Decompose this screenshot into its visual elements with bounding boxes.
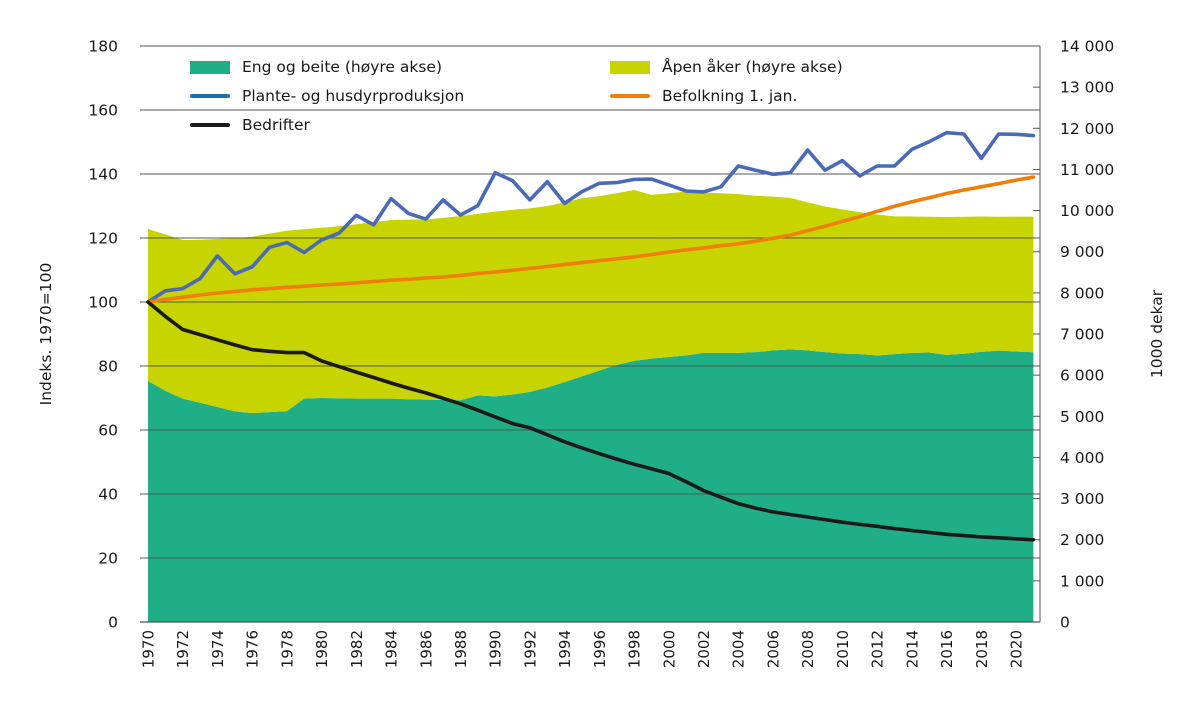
x-tick-label: 2008	[799, 630, 817, 668]
legend-swatch-yellow	[610, 60, 650, 74]
y-right-tick-label: 6 000	[1060, 367, 1104, 385]
x-tick-label: 1994	[556, 630, 574, 668]
x-tick-label: 2006	[764, 630, 782, 668]
legend-swatch-orange	[610, 94, 650, 98]
y-right-tick-label: 13 000	[1060, 79, 1114, 97]
x-tick-label: 1986	[417, 630, 435, 668]
y-right-tick-label: 12 000	[1060, 120, 1114, 138]
y-right-tick-label: 8 000	[1060, 284, 1104, 302]
x-tick-label: 1978	[278, 630, 296, 668]
legend-label: Befolkning 1. jan.	[662, 87, 798, 105]
line-bedrifter	[146, 300, 1036, 542]
x-tick-label: 2010	[834, 630, 852, 668]
legend-label: Åpen åker (høyre akse)	[662, 58, 843, 76]
y-right-tick-label: 9 000	[1060, 243, 1104, 261]
x-tick-label: 2000	[660, 630, 678, 668]
y-right-tick-label: 5 000	[1060, 408, 1104, 426]
x-tick-label: 1998	[626, 630, 644, 668]
legend-apen-aker: Åpen åker (høyre akse)	[610, 58, 843, 76]
legend-label: Bedrifter	[242, 116, 310, 134]
line-plante-og-husdyrproduksjon	[146, 130, 1036, 304]
x-tick-label: 2004	[730, 630, 748, 668]
y-left-tick-label: 80	[98, 358, 118, 376]
x-tick-label: 1990	[487, 630, 505, 668]
y-left-tick-label: 100	[88, 294, 118, 312]
y-right-tick-label: 3 000	[1060, 490, 1104, 508]
x-tick-label: 1996	[591, 630, 609, 668]
area-eng-og-beite	[148, 349, 1034, 622]
legend-eng-og-beite: Eng og beite (høyre akse)	[190, 58, 442, 76]
x-tick-label: 1980	[313, 630, 331, 668]
legend-bedrifter: Bedrifter	[190, 116, 310, 134]
x-tick-label: 1988	[452, 630, 470, 668]
y-right-tick-label: 1 000	[1060, 572, 1104, 590]
y-right-tick-label: 14 000	[1060, 38, 1114, 56]
legend-swatch-black	[190, 123, 230, 127]
y-left-tick-label: 180	[88, 38, 118, 56]
y-right-tick-label: 4 000	[1060, 449, 1104, 467]
y-left-tick-label: 160	[88, 102, 118, 120]
x-tick-label: 1976	[244, 630, 262, 668]
x-tick-label: 1974	[209, 630, 227, 668]
legend-label: Plante- og husdyrproduksjon	[242, 87, 465, 105]
x-tick-label: 2018	[973, 630, 991, 668]
x-tick-label: 2016	[938, 630, 956, 668]
y-right-tick-label: 7 000	[1060, 326, 1104, 344]
x-tick-label: 1992	[521, 630, 539, 668]
y-left-tick-label: 20	[98, 550, 118, 568]
y-right-tick-label: 11 000	[1060, 161, 1114, 179]
y-left-tick-label: 60	[98, 422, 118, 440]
x-tick-label: 1970	[140, 630, 158, 668]
line-befolkning	[146, 175, 1036, 304]
y-left-tick-label: 140	[88, 166, 118, 184]
y-left-tick-label: 0	[108, 614, 118, 632]
y-left-tick-label: 40	[98, 486, 118, 504]
x-tick-label: 2020	[1008, 630, 1026, 668]
legend-befolkning: Befolkning 1. jan.	[610, 87, 797, 105]
y-right-axis-label: 1000 dekar	[1148, 289, 1166, 378]
legend-produksjon: Plante- og husdyrproduksjon	[190, 87, 464, 105]
y-right-tick-label: 0	[1060, 614, 1070, 632]
legend-swatch-green	[190, 60, 230, 74]
x-tick-label: 1972	[174, 630, 192, 668]
x-tick-label: 2014	[903, 630, 921, 668]
y-right-tick-label: 2 000	[1060, 531, 1104, 549]
x-tick-label: 2012	[869, 630, 887, 668]
y-right-tick-label: 10 000	[1060, 202, 1114, 220]
x-tick-label: 1982	[348, 630, 366, 668]
y-left-axis-label: Indeks. 1970=100	[37, 263, 55, 406]
legend-label: Eng og beite (høyre akse)	[242, 58, 443, 76]
x-tick-label: 1984	[383, 630, 401, 668]
y-left-tick-label: 120	[88, 230, 118, 248]
x-tick-label: 2002	[695, 630, 713, 668]
legend-swatch-blue	[190, 94, 230, 98]
